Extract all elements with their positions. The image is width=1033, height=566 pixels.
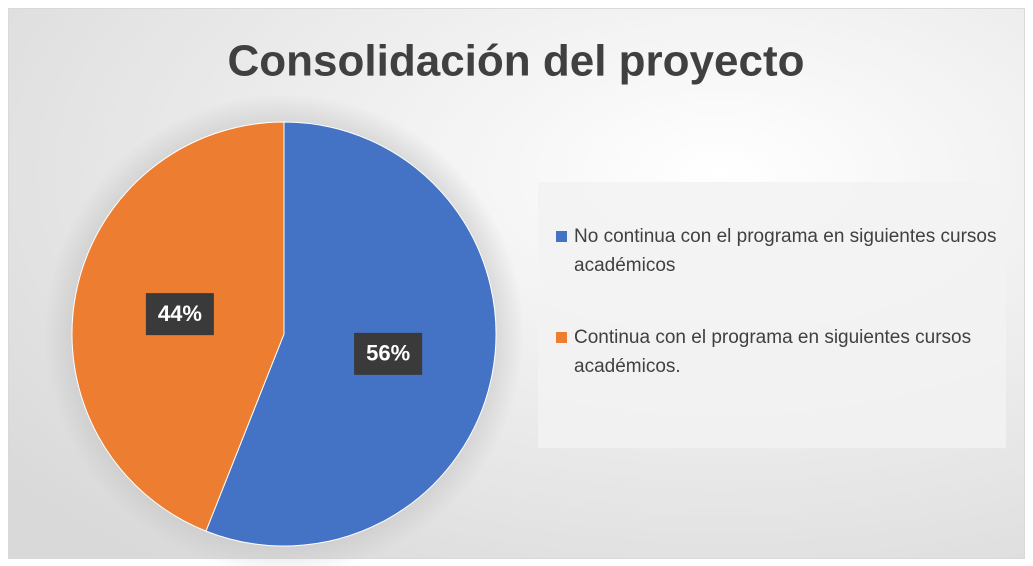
- data-label: 56%: [366, 341, 410, 366]
- data-label: 44%: [158, 301, 202, 326]
- legend-entry: Continua con el programa en siguientes c…: [556, 323, 1004, 381]
- chart-title: Consolidación del proyecto: [228, 37, 805, 86]
- legend-entry: No continua con el programa en siguiente…: [556, 222, 1004, 280]
- legend-swatch: [556, 332, 567, 343]
- legend-label: No continua con el programa en siguiente…: [574, 226, 997, 276]
- data-label-box: [354, 332, 423, 375]
- legend-label: Continua con el programa en siguientes c…: [574, 327, 972, 377]
- pie-slice: [205, 121, 497, 547]
- legend: No continua con el programa en siguiente…: [538, 182, 1006, 448]
- legend-swatch: [556, 231, 567, 242]
- data-label-box: [145, 293, 214, 336]
